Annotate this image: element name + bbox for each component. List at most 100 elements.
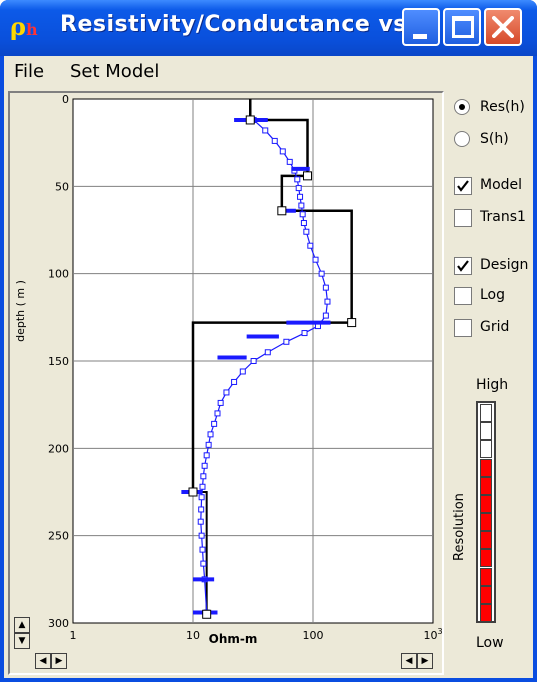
- model-marker[interactable]: [303, 171, 313, 181]
- scroll-left-button-2[interactable]: ◀: [401, 653, 417, 669]
- model-step-line[interactable]: [191, 99, 353, 492]
- fit-point[interactable]: [198, 532, 205, 539]
- fit-point[interactable]: [201, 462, 208, 469]
- close-button[interactable]: [484, 8, 522, 46]
- option-label: Log: [480, 287, 506, 303]
- option-label: S(h): [480, 131, 509, 147]
- resolution-segment: [480, 494, 492, 513]
- fit-point[interactable]: [197, 518, 204, 525]
- resolution-segment: [480, 531, 492, 550]
- fit-point[interactable]: [264, 349, 271, 356]
- title-bar[interactable]: ρh Resistivity/Conductance vs...: [0, 0, 537, 56]
- fit-point[interactable]: [295, 185, 302, 192]
- resolution-meter: [476, 401, 496, 623]
- fit-point[interactable]: [250, 358, 257, 364]
- scroll-left-button[interactable]: ◀: [35, 653, 51, 669]
- options-sidebar: Res(h) S(h) Model Trans1 Design Log: [446, 91, 533, 675]
- scroll-down-button[interactable]: ▼: [14, 633, 30, 649]
- resolution-segment: [480, 440, 492, 459]
- resolution-high-label: High: [476, 377, 509, 393]
- fit-point[interactable]: [271, 137, 278, 144]
- fit-point[interactable]: [297, 193, 304, 200]
- fit-point[interactable]: [207, 431, 214, 438]
- checkbox-grid[interactable]: [454, 319, 472, 337]
- fit-point[interactable]: [279, 148, 286, 155]
- model-marker[interactable]: [202, 609, 212, 619]
- option-label: Model: [480, 177, 523, 193]
- radio-s-h[interactable]: [454, 131, 470, 147]
- fit-point[interactable]: [217, 399, 224, 406]
- scroll-right-button-2[interactable]: ▶: [417, 653, 433, 669]
- fit-point[interactable]: [223, 389, 230, 396]
- fit-point[interactable]: [200, 560, 207, 567]
- fit-point[interactable]: [198, 494, 205, 501]
- fit-point[interactable]: [322, 284, 329, 291]
- fit-point[interactable]: [199, 546, 206, 553]
- arrow-right-icon: ▶: [421, 656, 429, 666]
- fit-point[interactable]: [199, 483, 206, 490]
- y-tick-label: 50: [55, 180, 69, 193]
- x-tick-label: 10: [186, 629, 200, 642]
- resolution-label: Resolution: [452, 493, 467, 561]
- y-tick-label: 100: [48, 268, 69, 281]
- x-tick-label: 1: [70, 629, 77, 642]
- model-marker[interactable]: [347, 318, 357, 328]
- checkbox-trans1[interactable]: [454, 209, 472, 227]
- fit-point[interactable]: [231, 378, 238, 385]
- x-axis-label: Ohm-m: [209, 632, 258, 646]
- menu-file[interactable]: File: [14, 61, 45, 82]
- fit-point[interactable]: [324, 298, 331, 305]
- plot-panel: 0 50 100 150 200 250 300 1 10 100 103 Ohm-m depth ( …: [8, 91, 444, 675]
- fit-point[interactable]: [214, 410, 221, 417]
- option-label: Grid: [480, 319, 510, 335]
- fit-point[interactable]: [318, 270, 325, 277]
- y-tick-label: 200: [48, 442, 69, 455]
- maximize-button[interactable]: [443, 8, 481, 46]
- fit-point[interactable]: [322, 312, 329, 319]
- y-tick-label: 300: [48, 617, 69, 630]
- fit-point[interactable]: [301, 330, 308, 337]
- resolution-low-label: Low: [476, 635, 504, 651]
- fit-point[interactable]: [312, 256, 319, 263]
- window-title: Resistivity/Conductance vs...: [60, 12, 434, 37]
- radio-res-h[interactable]: [454, 99, 470, 115]
- resolution-segment: [480, 567, 492, 586]
- check-icon: [457, 180, 469, 192]
- fit-point[interactable]: [299, 211, 306, 218]
- model-marker[interactable]: [277, 206, 287, 216]
- fit-point[interactable]: [262, 127, 269, 134]
- radio-dot: [459, 104, 465, 110]
- fit-point[interactable]: [211, 420, 218, 427]
- model-marker[interactable]: [245, 115, 255, 125]
- minimize-icon: [413, 34, 427, 39]
- fit-point[interactable]: [283, 338, 290, 345]
- option-label: Trans1: [480, 209, 526, 225]
- menu-set-model[interactable]: Set Model: [70, 61, 160, 82]
- minimize-button[interactable]: [402, 8, 440, 46]
- scroll-right-button[interactable]: ▶: [51, 653, 67, 669]
- fit-point[interactable]: [294, 176, 301, 183]
- resolution-segment: [480, 549, 492, 568]
- fit-point[interactable]: [200, 473, 207, 480]
- fit-point[interactable]: [307, 242, 314, 249]
- arrow-left-icon: ◀: [405, 656, 413, 666]
- model-marker[interactable]: [188, 487, 198, 497]
- scroll-up-button[interactable]: ▲: [14, 617, 30, 633]
- fit-point[interactable]: [298, 202, 305, 209]
- fit-point[interactable]: [286, 158, 293, 165]
- fit-point[interactable]: [205, 441, 212, 448]
- checkbox-model[interactable]: [454, 177, 472, 195]
- checkbox-design[interactable]: [454, 257, 472, 275]
- app-rho-icon[interactable]: ρh: [10, 12, 38, 41]
- fit-point[interactable]: [203, 452, 210, 459]
- arrow-down-icon: ▼: [18, 636, 26, 646]
- fit-point[interactable]: [300, 220, 307, 227]
- fit-point[interactable]: [303, 228, 310, 235]
- x-tick-label: 103: [423, 627, 442, 642]
- checkbox-log[interactable]: [454, 287, 472, 305]
- fit-point[interactable]: [198, 506, 205, 513]
- arrow-left-icon: ◀: [39, 656, 47, 666]
- fit-point[interactable]: [239, 368, 246, 375]
